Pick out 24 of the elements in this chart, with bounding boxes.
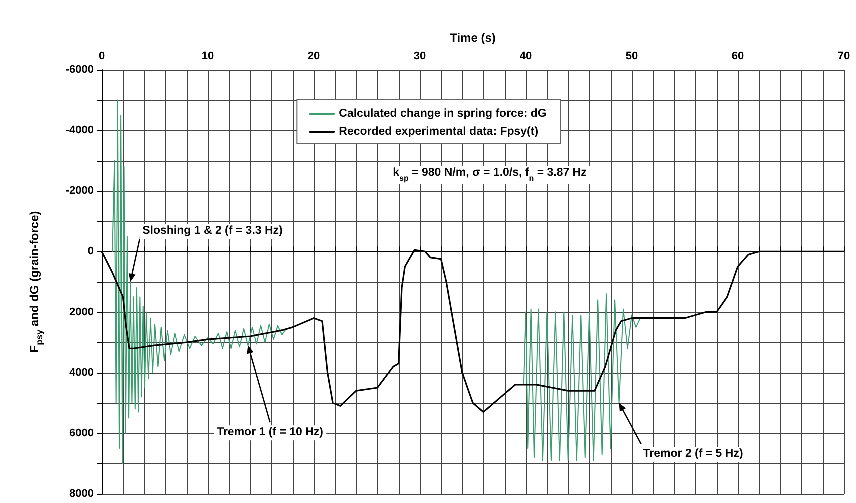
annotation: Tremor 1 (f = 10 Hz) [217, 426, 324, 439]
x-tick-label: 50 [626, 50, 638, 62]
annotation: k$_{sp}$ = 980 N/m, σ = 1.0/s, f$_{n}$ = 3.87 Hz [393, 167, 588, 182]
y-tick-label: 0 [88, 246, 94, 258]
legend-label: Recorded experimental data: Fpsy(t) [339, 126, 539, 138]
y-tick-label: -6000 [66, 64, 94, 76]
y-tick-label: 8000 [70, 488, 94, 500]
x-tick-label: 60 [732, 50, 744, 62]
y-tick-label: 6000 [70, 427, 94, 440]
y-tick-label: 4000 [70, 366, 94, 379]
x-tick-label: 40 [520, 50, 532, 62]
annotation: Sloshing 1 & 2 (f = 3.3 Hz) [142, 225, 284, 237]
x-tick-label: 10 [202, 50, 214, 62]
x-tick-label: 70 [838, 50, 850, 62]
x-tick-label: 30 [414, 50, 426, 62]
legend-label: Calculated change in spring force: dG [339, 108, 547, 120]
y-tick-label: -4000 [66, 124, 94, 137]
x-tick-label: 0 [98, 50, 106, 62]
y-tick-label: 2000 [70, 306, 94, 318]
x-axis-title: Time (s) [450, 31, 496, 45]
x-tick-label: 20 [308, 50, 320, 62]
y-axis-title: Fpsy and dG (grain-force) [28, 211, 44, 353]
annotation: Tremor 2 (f = 5 Hz) [643, 448, 744, 460]
y-tick-label: -2000 [66, 185, 94, 198]
